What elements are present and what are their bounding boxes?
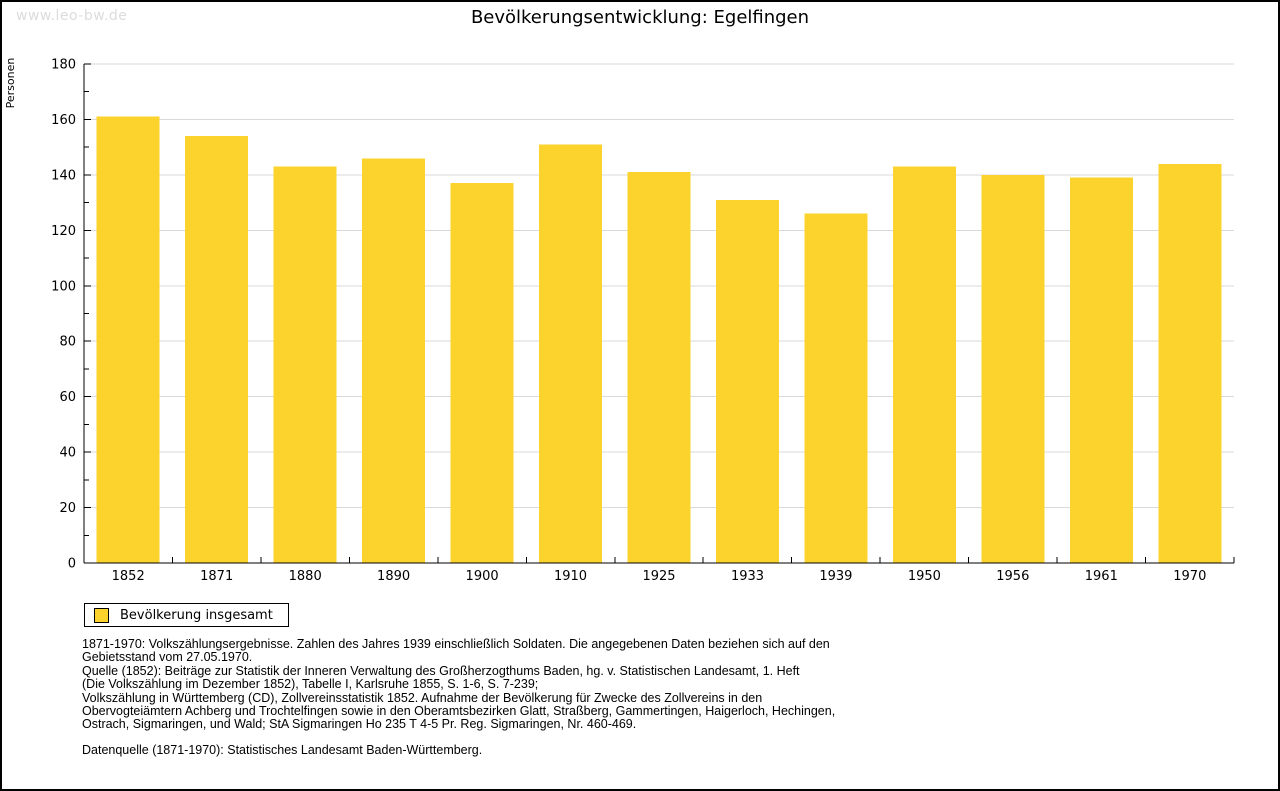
bar-1956 — [981, 174, 1045, 563]
bar-1970 — [1158, 163, 1222, 564]
x-axis-label-1970: 1970 — [1173, 569, 1206, 584]
y-axis-tick-label: 60 — [59, 390, 76, 405]
population-bar-chart: 0 20 40 60 80 100 120 140 160 180 1852 1871 1880 1890… — [4, 58, 1235, 584]
footnote-line: Ostrach, Sigmaringen, und Wald; StA Sigm… — [82, 717, 637, 732]
chart-title: Bevölkerungsentwicklung: Egelfingen — [470, 7, 810, 28]
y-axis-tick-label: 0 — [68, 557, 76, 572]
y-axis-tick-label: 100 — [51, 279, 76, 294]
footnote-line: Volkszählung in Württemberg (CD), Zollve… — [82, 690, 763, 705]
y-axis-tick-label: 20 — [59, 501, 76, 516]
bar-1852 — [96, 116, 160, 563]
footnote-line: Quelle (1852): Beiträge zur Statistik de… — [82, 663, 800, 678]
footnote-line: Obervogteiämtern Achberg und Trochtelfin… — [82, 704, 836, 719]
datasource-line: Datenquelle (1871-1970): Statistisches L… — [82, 742, 483, 757]
x-axis-label-1871: 1871 — [200, 569, 233, 584]
footnote-line: (Die Volkszählung im Dezember 1852), Tab… — [82, 677, 539, 692]
bar-1871 — [185, 136, 249, 563]
bar-1939 — [804, 213, 868, 563]
x-axis-label-1961: 1961 — [1085, 569, 1118, 584]
x-axis-label-1925: 1925 — [642, 569, 675, 584]
x-axis-label-1852: 1852 — [112, 569, 145, 584]
bar-1925 — [627, 172, 691, 563]
bar-1890 — [362, 158, 426, 564]
legend-box: Bevölkerung insgesamt — [84, 603, 289, 627]
x-axis-label-1939: 1939 — [819, 569, 852, 584]
x-axis-label-1910: 1910 — [554, 569, 587, 584]
watermark: www.leo-bw.de — [16, 8, 128, 24]
y-axis-tick-label: 120 — [51, 224, 76, 239]
x-axis-label-1933: 1933 — [731, 569, 764, 584]
x-axis-label-1880: 1880 — [289, 569, 322, 584]
bar-1880 — [273, 166, 337, 563]
x-axis-label-1900: 1900 — [466, 569, 499, 584]
footnote-line: Gebietsstand vom 27.05.1970. — [82, 650, 253, 665]
bar-1900 — [450, 183, 514, 563]
legend-color-swatch — [94, 607, 109, 623]
x-axis-label-1956: 1956 — [996, 569, 1029, 584]
x-axis-label-1890: 1890 — [377, 569, 410, 584]
bar-1950 — [892, 166, 956, 563]
y-axis-title: Personen — [4, 58, 17, 109]
legend-label: Bevölkerung insgesamt — [120, 607, 273, 623]
footnote-line: 1871-1970: Volkszählungsergebnisse. Zahl… — [82, 637, 830, 651]
y-axis-tick-label: 80 — [59, 335, 76, 350]
y-axis-tick-label: 180 — [51, 58, 76, 73]
y-axis-tick-label: 140 — [51, 168, 76, 183]
y-axis-tick-label: 40 — [59, 446, 76, 461]
footnotes-block: 1871-1970: Volkszählungsergebnisse. Zahl… — [82, 637, 836, 757]
x-axis-label-1950: 1950 — [908, 569, 941, 584]
y-axis-tick-label: 160 — [51, 113, 76, 128]
bar-1961 — [1069, 177, 1133, 563]
bar-1933 — [716, 199, 779, 564]
bar-1910 — [539, 144, 602, 563]
